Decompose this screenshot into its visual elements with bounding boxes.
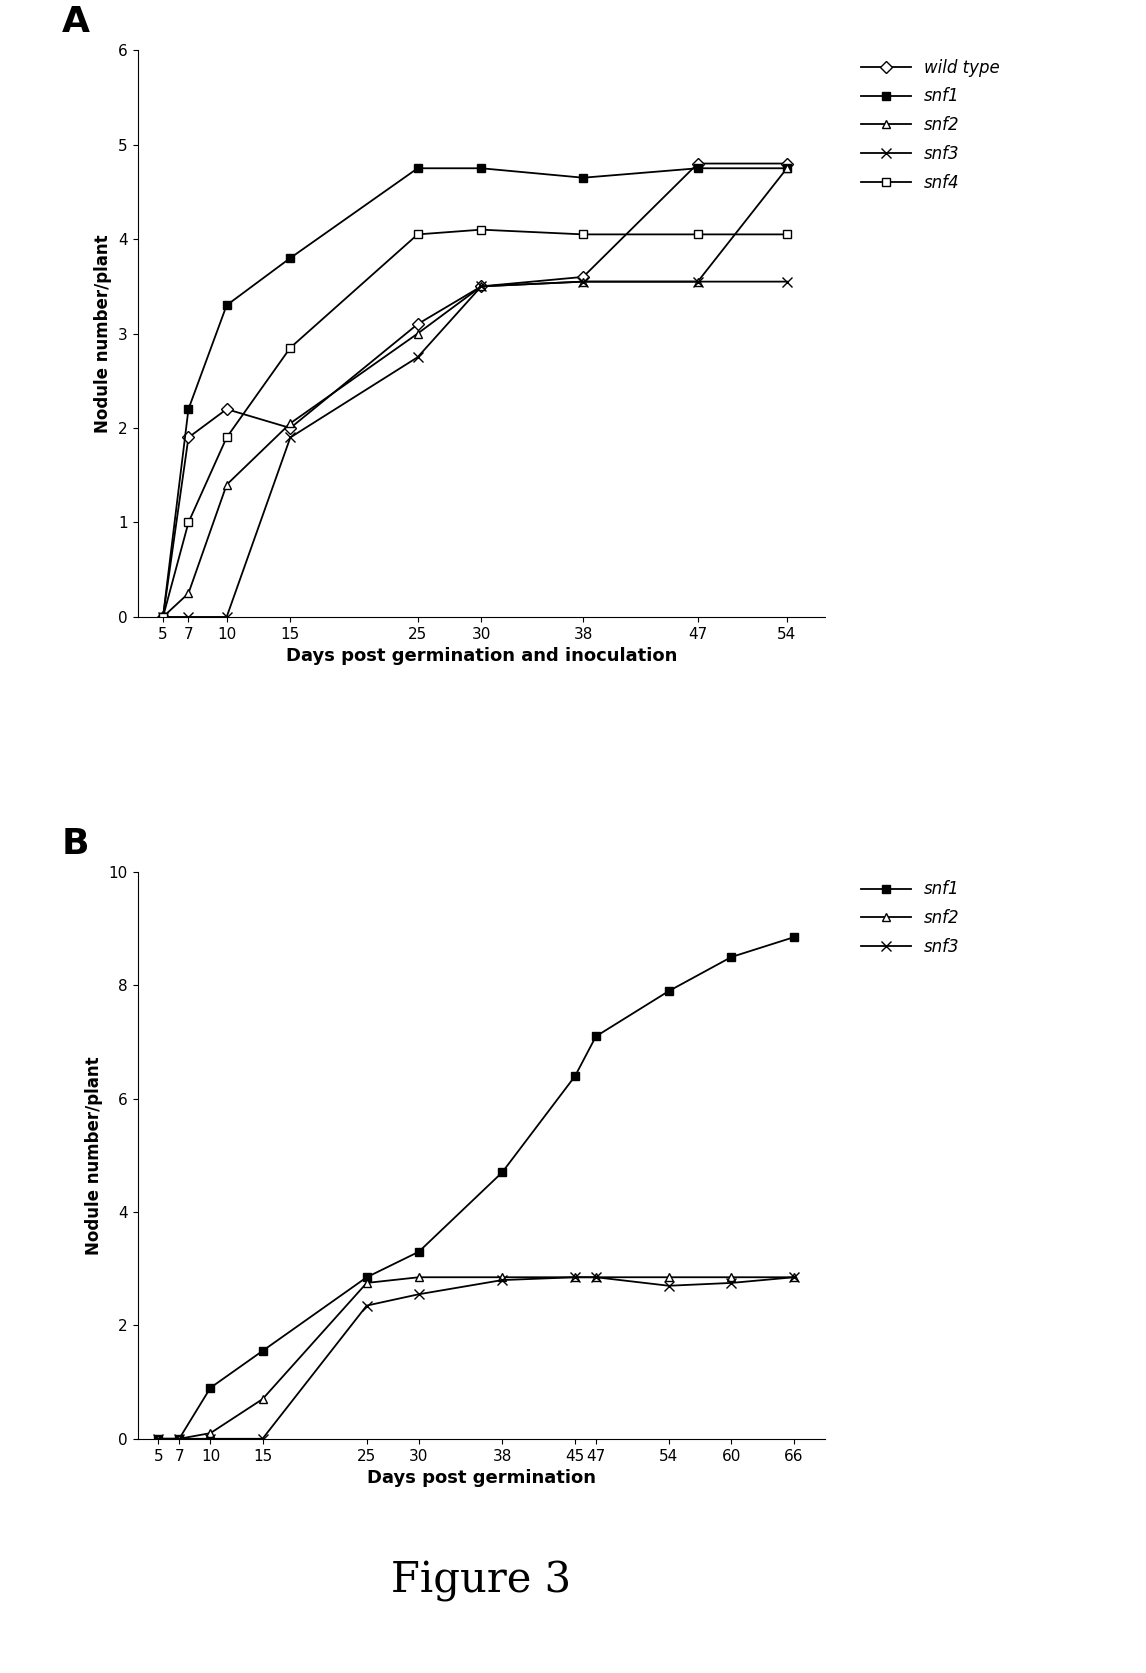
Y-axis label: Nodule number/plant: Nodule number/plant xyxy=(94,234,112,433)
Y-axis label: Nodule number/plant: Nodule number/plant xyxy=(85,1056,103,1255)
X-axis label: Days post germination: Days post germination xyxy=(367,1469,596,1487)
Text: Figure 3: Figure 3 xyxy=(391,1559,572,1603)
Text: B: B xyxy=(62,826,89,860)
Legend: wild type, snf1, snf2, snf3, snf4: wild type, snf1, snf2, snf3, snf4 xyxy=(861,59,1000,192)
Text: A: A xyxy=(62,5,89,38)
Legend: snf1, snf2, snf3: snf1, snf2, snf3 xyxy=(861,880,960,955)
X-axis label: Days post germination and inoculation: Days post germination and inoculation xyxy=(285,647,677,666)
